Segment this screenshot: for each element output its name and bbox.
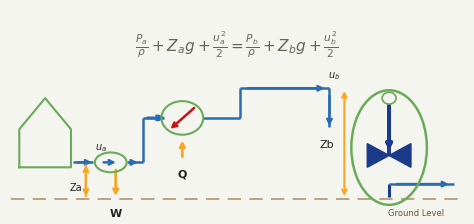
Text: $\frac{P_a}{\rho} + Z_a g + \frac{u_a^2}{2} = \frac{P_b}{\rho} + Z_b g + \frac{u: $\frac{P_a}{\rho} + Z_a g + \frac{u_a^2}… [136, 29, 338, 60]
Text: $u_a$: $u_a$ [95, 142, 107, 154]
Text: Zb: Zb [320, 140, 335, 150]
Text: Za: Za [69, 183, 82, 193]
Text: Q: Q [178, 169, 187, 179]
Text: Ground Level: Ground Level [388, 209, 444, 218]
Polygon shape [389, 144, 411, 167]
Text: $u_b$: $u_b$ [328, 70, 340, 82]
Text: W: W [109, 209, 122, 219]
Polygon shape [367, 144, 389, 167]
